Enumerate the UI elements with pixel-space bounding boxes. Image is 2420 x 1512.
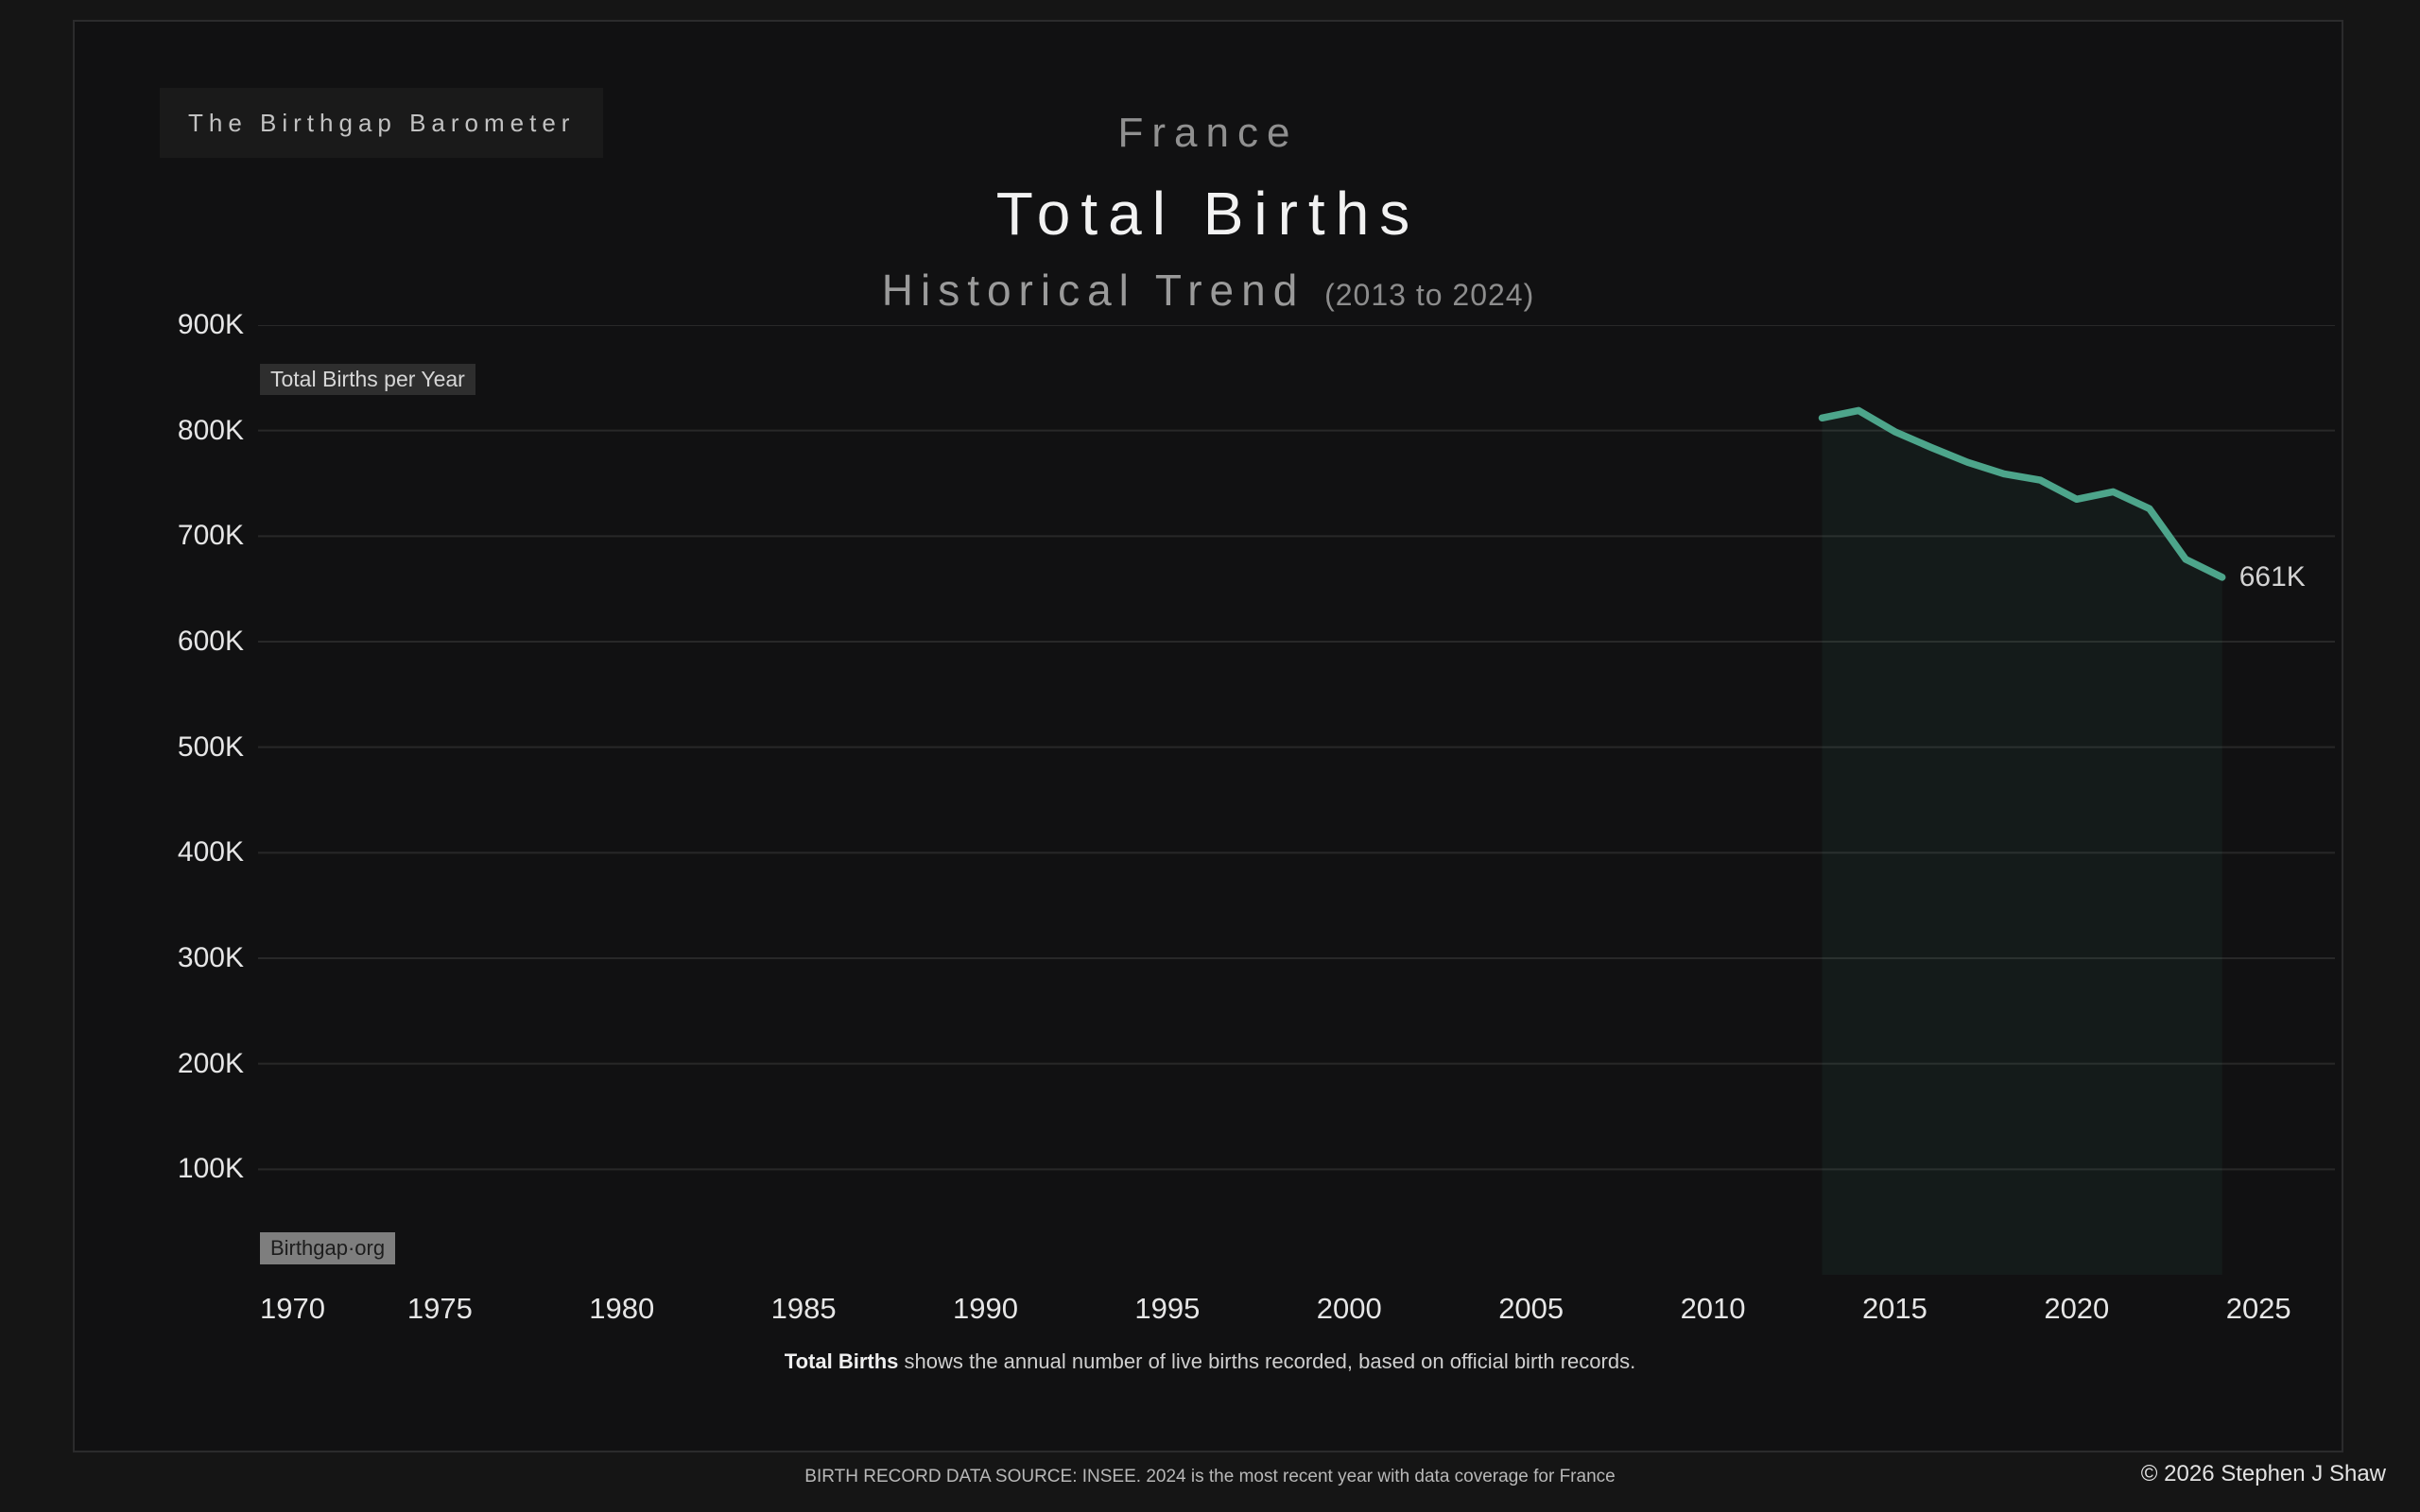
series-label-chip: Total Births per Year bbox=[260, 364, 475, 395]
x-axis-tick-label: 1995 bbox=[1134, 1292, 1201, 1325]
births-line-chart bbox=[258, 325, 2335, 1275]
y-axis-tick-label: 900K bbox=[177, 309, 244, 340]
x-axis-tick-label: 2010 bbox=[1680, 1292, 1746, 1325]
y-axis-tick-label: 400K bbox=[177, 836, 244, 868]
y-axis-tick-label: 200K bbox=[177, 1047, 244, 1079]
x-axis-tick-label: 1980 bbox=[589, 1292, 655, 1325]
x-axis-tick-label: 1975 bbox=[406, 1292, 473, 1325]
x-axis-tick-label: 2015 bbox=[1861, 1292, 1927, 1325]
brand-badge: The Birthgap Barometer bbox=[160, 88, 604, 158]
subtitle-date-range: (2013 to 2024) bbox=[1324, 278, 1535, 312]
birthgap-watermark: Birthgap·org bbox=[260, 1232, 396, 1264]
copyright-notice: © 2026 Stephen J Shaw bbox=[2140, 1461, 2386, 1486]
y-axis-tick-label: 600K bbox=[177, 626, 244, 657]
y-axis-tick-label: 800K bbox=[177, 414, 244, 446]
country-label: France bbox=[1117, 110, 1299, 156]
subtitle-text: Historical Trend bbox=[881, 266, 1305, 315]
chart-subtitle: Historical Trend (2013 to 2024) bbox=[75, 266, 2342, 318]
y-axis-tick-label: 500K bbox=[177, 730, 244, 763]
description-term: Total Births bbox=[784, 1349, 899, 1373]
area-fill bbox=[1822, 410, 2222, 1275]
chart-description: Total Births shows the annual number of … bbox=[0, 1349, 2420, 1374]
x-axis-tick-label: 1990 bbox=[953, 1292, 1018, 1325]
x-axis-tick-label: 2020 bbox=[2044, 1292, 2110, 1325]
x-axis-tick-label: 2005 bbox=[1498, 1292, 1564, 1325]
x-axis-tick-label: 1985 bbox=[770, 1292, 837, 1325]
description-text: shows the annual number of live births r… bbox=[904, 1349, 1636, 1373]
x-axis-tick-label: 1970 bbox=[260, 1292, 325, 1325]
y-axis-tick-label: 700K bbox=[177, 520, 244, 552]
brand-label: The Birthgap Barometer bbox=[188, 109, 576, 137]
x-axis-tick-label: 2025 bbox=[2225, 1292, 2291, 1325]
chart-title: Total Births bbox=[995, 180, 1421, 248]
trend-line bbox=[1818, 406, 2226, 581]
end-value-label: 661K bbox=[2238, 560, 2306, 593]
y-axis-tick-label: 300K bbox=[177, 942, 244, 973]
data-source-note: BIRTH RECORD DATA SOURCE: INSEE. 2024 is… bbox=[804, 1467, 1616, 1486]
chart-card: The Birthgap Barometer France Total Birt… bbox=[73, 20, 2343, 1452]
x-axis-tick-label: 2000 bbox=[1316, 1292, 1382, 1325]
y-axis-tick-label: 100K bbox=[177, 1153, 244, 1185]
